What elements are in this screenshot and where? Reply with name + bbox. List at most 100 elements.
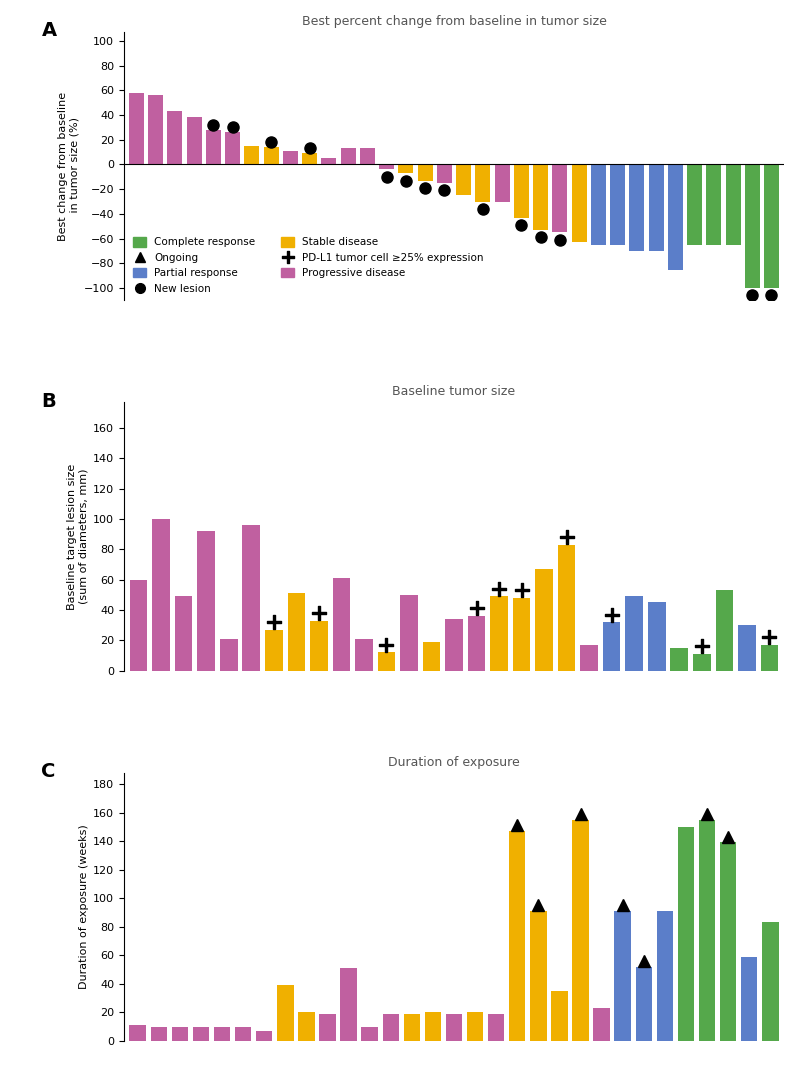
Bar: [551, 990, 568, 1041]
Bar: [693, 653, 710, 671]
Bar: [302, 153, 317, 164]
Bar: [235, 1027, 251, 1041]
Bar: [175, 597, 193, 671]
Bar: [678, 827, 694, 1041]
Bar: [762, 923, 778, 1041]
Bar: [167, 112, 182, 164]
Bar: [400, 594, 418, 671]
Title: Best percent change from baseline in tumor size: Best percent change from baseline in tum…: [302, 15, 606, 28]
Y-axis label: Duration of exposure (weeks): Duration of exposure (weeks): [79, 824, 89, 989]
Bar: [456, 164, 471, 195]
Bar: [706, 164, 722, 245]
Bar: [571, 164, 586, 242]
Bar: [398, 164, 414, 173]
Bar: [322, 159, 337, 164]
Bar: [220, 638, 238, 671]
Bar: [360, 148, 375, 164]
Bar: [720, 842, 736, 1041]
Bar: [580, 645, 598, 671]
Text: A: A: [42, 21, 57, 41]
Bar: [206, 130, 221, 164]
Bar: [186, 117, 202, 164]
Bar: [764, 164, 779, 288]
Bar: [214, 1027, 230, 1041]
Bar: [552, 164, 567, 233]
Title: Duration of exposure: Duration of exposure: [388, 755, 520, 768]
Bar: [245, 146, 259, 164]
Bar: [264, 147, 278, 164]
Bar: [635, 967, 652, 1041]
Bar: [283, 151, 298, 164]
Bar: [626, 597, 643, 671]
Bar: [333, 578, 350, 671]
Bar: [256, 1031, 273, 1041]
Bar: [558, 545, 575, 671]
Bar: [509, 832, 526, 1041]
Bar: [475, 164, 490, 202]
Bar: [614, 911, 631, 1041]
Bar: [488, 1014, 504, 1041]
Bar: [603, 622, 621, 671]
Bar: [494, 164, 510, 202]
Bar: [738, 626, 756, 671]
Bar: [649, 164, 663, 251]
Bar: [745, 164, 760, 288]
Bar: [761, 645, 778, 671]
Bar: [530, 911, 546, 1041]
Bar: [610, 164, 625, 245]
Bar: [741, 957, 758, 1041]
Bar: [198, 531, 215, 671]
Bar: [340, 968, 357, 1041]
Bar: [310, 620, 328, 671]
Text: C: C: [42, 762, 56, 781]
Bar: [535, 569, 553, 671]
Bar: [513, 598, 530, 671]
Bar: [490, 597, 508, 671]
Bar: [468, 616, 486, 671]
Bar: [287, 593, 305, 671]
Bar: [446, 619, 462, 671]
Bar: [594, 1008, 610, 1041]
Bar: [193, 1027, 209, 1041]
Bar: [657, 911, 673, 1041]
Bar: [687, 164, 702, 245]
Bar: [630, 164, 644, 251]
Legend: Complete response, Ongoing, Partial response, New lesion, Stable disease, PD-L1 : Complete response, Ongoing, Partial resp…: [130, 233, 488, 298]
Bar: [648, 602, 666, 671]
Bar: [699, 820, 715, 1041]
Bar: [355, 638, 373, 671]
Bar: [379, 164, 394, 170]
Bar: [591, 164, 606, 245]
Bar: [129, 92, 144, 164]
Bar: [152, 519, 170, 671]
Bar: [148, 95, 163, 164]
Bar: [437, 164, 452, 183]
Bar: [130, 579, 147, 671]
Bar: [277, 985, 294, 1041]
Bar: [378, 652, 395, 671]
Y-axis label: Best change from baseline
 in tumor size (%): Best change from baseline in tumor size …: [58, 92, 80, 240]
Bar: [130, 1025, 146, 1041]
Bar: [362, 1027, 378, 1041]
Bar: [467, 1012, 483, 1041]
Bar: [668, 164, 682, 269]
Bar: [298, 1012, 314, 1041]
Bar: [382, 1014, 399, 1041]
Bar: [670, 648, 688, 671]
Bar: [150, 1027, 167, 1041]
Bar: [715, 590, 733, 671]
Bar: [572, 820, 589, 1041]
Bar: [726, 164, 741, 245]
Title: Baseline tumor size: Baseline tumor size: [393, 385, 515, 398]
Text: B: B: [42, 392, 56, 411]
Bar: [242, 525, 260, 671]
Bar: [418, 164, 433, 180]
Bar: [404, 1014, 420, 1041]
Bar: [514, 164, 529, 218]
Bar: [422, 642, 440, 671]
Bar: [533, 164, 548, 230]
Bar: [226, 132, 240, 164]
Bar: [341, 148, 356, 164]
Y-axis label: Baseline target lesion size
(sum of diameters, mm): Baseline target lesion size (sum of diam…: [67, 464, 89, 609]
Bar: [425, 1012, 441, 1041]
